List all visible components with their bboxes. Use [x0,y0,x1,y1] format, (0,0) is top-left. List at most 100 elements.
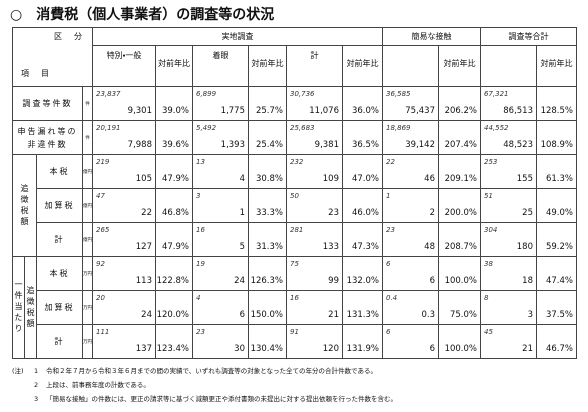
ratio-header: 対前年比 [438,45,481,87]
unit: 億円 [82,222,93,257]
note: (注) 1 令和２年７月から令和３年６月までの間の実績で、いずれも調査等の対象となっ… [12,364,582,378]
ratio-value: 100.0% [444,276,477,286]
current-value: 1 [239,208,245,218]
ratio-box: 25.7% [249,87,286,120]
value-box: 23 30 [193,325,248,358]
corner-bottom: 項 目 [21,69,51,78]
note-text: 令和２年７月から令和３年６月までの間の実績で、いずれも調査等の対象となった全ての… [46,367,377,375]
ratio-box: 100.0% [439,325,480,358]
ratio-cell: 36.5% [342,120,383,155]
unit: 件 [82,86,93,121]
value-box: 50 23 [287,189,342,222]
value-box: 13 4 [193,155,248,188]
value-cell: 30,736 11,076 [286,86,343,121]
value-cell: 20 24 [92,290,156,325]
ratio-box: 150.0% [249,291,286,324]
ratio-value: 47.9% [161,242,189,252]
ratio-box: 208.7% [439,223,480,256]
data-row: 申告漏れ等の 非違件数件 20,191 7,988 39.6% 5,492 1,393 25.… [12,120,577,155]
unit: 件 [82,120,93,155]
value-box: 23 48 [383,223,438,256]
value-cell: 45 21 [480,324,537,359]
current-value: 21 [328,310,339,320]
row-label-line: 非違件数 [27,139,68,149]
value-cell: 16 5 [192,222,249,257]
ratio-cell: 122.8% [155,256,193,291]
row-label: 計 [36,222,83,257]
previous-value: 6,899 [196,90,217,98]
ratio-value: 122.8% [156,276,189,286]
row-label-line: 計 [54,235,65,244]
value-cell: 304 180 [480,222,537,257]
value-box: 67,321 86,513 [481,87,536,120]
ratio-cell: 46.0% [342,188,383,223]
ratio-value: 25.4% [255,140,283,150]
current-value: 39,142 [405,140,435,150]
row-label: 加算税 [36,188,83,223]
ratio-box: 46.8% [156,189,192,222]
value-cell: 5,492 1,393 [192,120,249,155]
ratio-cell: 126.3% [248,256,287,291]
ratio-value: 59.2% [545,242,573,252]
value-cell: 265 127 [92,222,156,257]
unit: 億円 [82,188,93,223]
ratio-header: 対前年比 [248,45,287,87]
ratio-box: 128.5% [537,87,576,120]
ratio-cell: 39.0% [155,86,193,121]
ratio-header-label: 対前年比 [346,59,379,68]
note-label: (注) [12,367,24,375]
previous-value: 16 [196,226,205,234]
ratio-value: 47.0% [351,174,379,184]
sub-header: 計 [286,45,343,87]
previous-value: 50 [290,192,299,200]
current-value: 75,437 [405,106,435,116]
current-value: 0.3 [421,310,435,320]
ratio-cell: 59.2% [536,222,577,257]
row-label: 申告漏れ等の 非違件数 [12,120,83,155]
row-label: 本税 [36,154,83,189]
previous-value: 8 [484,294,489,302]
previous-value: 38 [484,260,493,268]
row-label: 計 [36,324,83,359]
value-box: 22 46 [383,155,438,188]
ratio-box: 59.2% [537,223,576,256]
previous-value: 47 [96,192,105,200]
ratio-value: 47.3% [351,242,379,252]
group-label: 追徴税額 [12,154,37,257]
data-row: 調査等件数件 23,837 9,301 39.0% 6,899 1,775 25.7% 30,… [12,86,577,121]
ratio-cell: 100.0% [438,256,481,291]
ratio-cell: 100.0% [438,324,481,359]
title: ○ 消費税（個人事業者）の調査等の状況 [10,7,275,23]
sub-header: 特別・一般 [92,45,156,87]
value-cell: 23,837 9,301 [92,86,156,121]
current-value: 1,393 [220,140,245,150]
ratio-box: 46.0% [343,189,382,222]
ratio-value: 150.0% [250,310,283,320]
current-value: 30 [234,344,245,354]
ratio-value: 209.1% [444,174,477,184]
ratio-box: 39.0% [156,87,192,120]
ratio-cell: 208.7% [438,222,481,257]
value-cell: 92 113 [92,256,156,291]
previous-value: 6 [386,260,391,268]
ratio-box: 25.4% [249,121,286,154]
current-value: 48,523 [503,140,533,150]
row-label-line: 本税 [49,269,70,278]
value-box: 38 18 [481,257,536,290]
corner: 区 分項 目 [13,28,92,85]
ratio-cell: 47.3% [342,222,383,257]
value-box: 23,837 9,301 [93,87,155,120]
row-label: 加算税 [36,290,83,325]
ratio-box: 209.1% [439,155,480,188]
ratio-box: 206.2% [439,87,480,120]
value-box: 25,683 9,381 [287,121,342,154]
header-row: 区 分項 目実地調査 簡易な接触 調査等合計 [12,27,577,87]
row-label-line: 計 [54,337,65,346]
ratio-cell: 25.7% [248,86,287,121]
